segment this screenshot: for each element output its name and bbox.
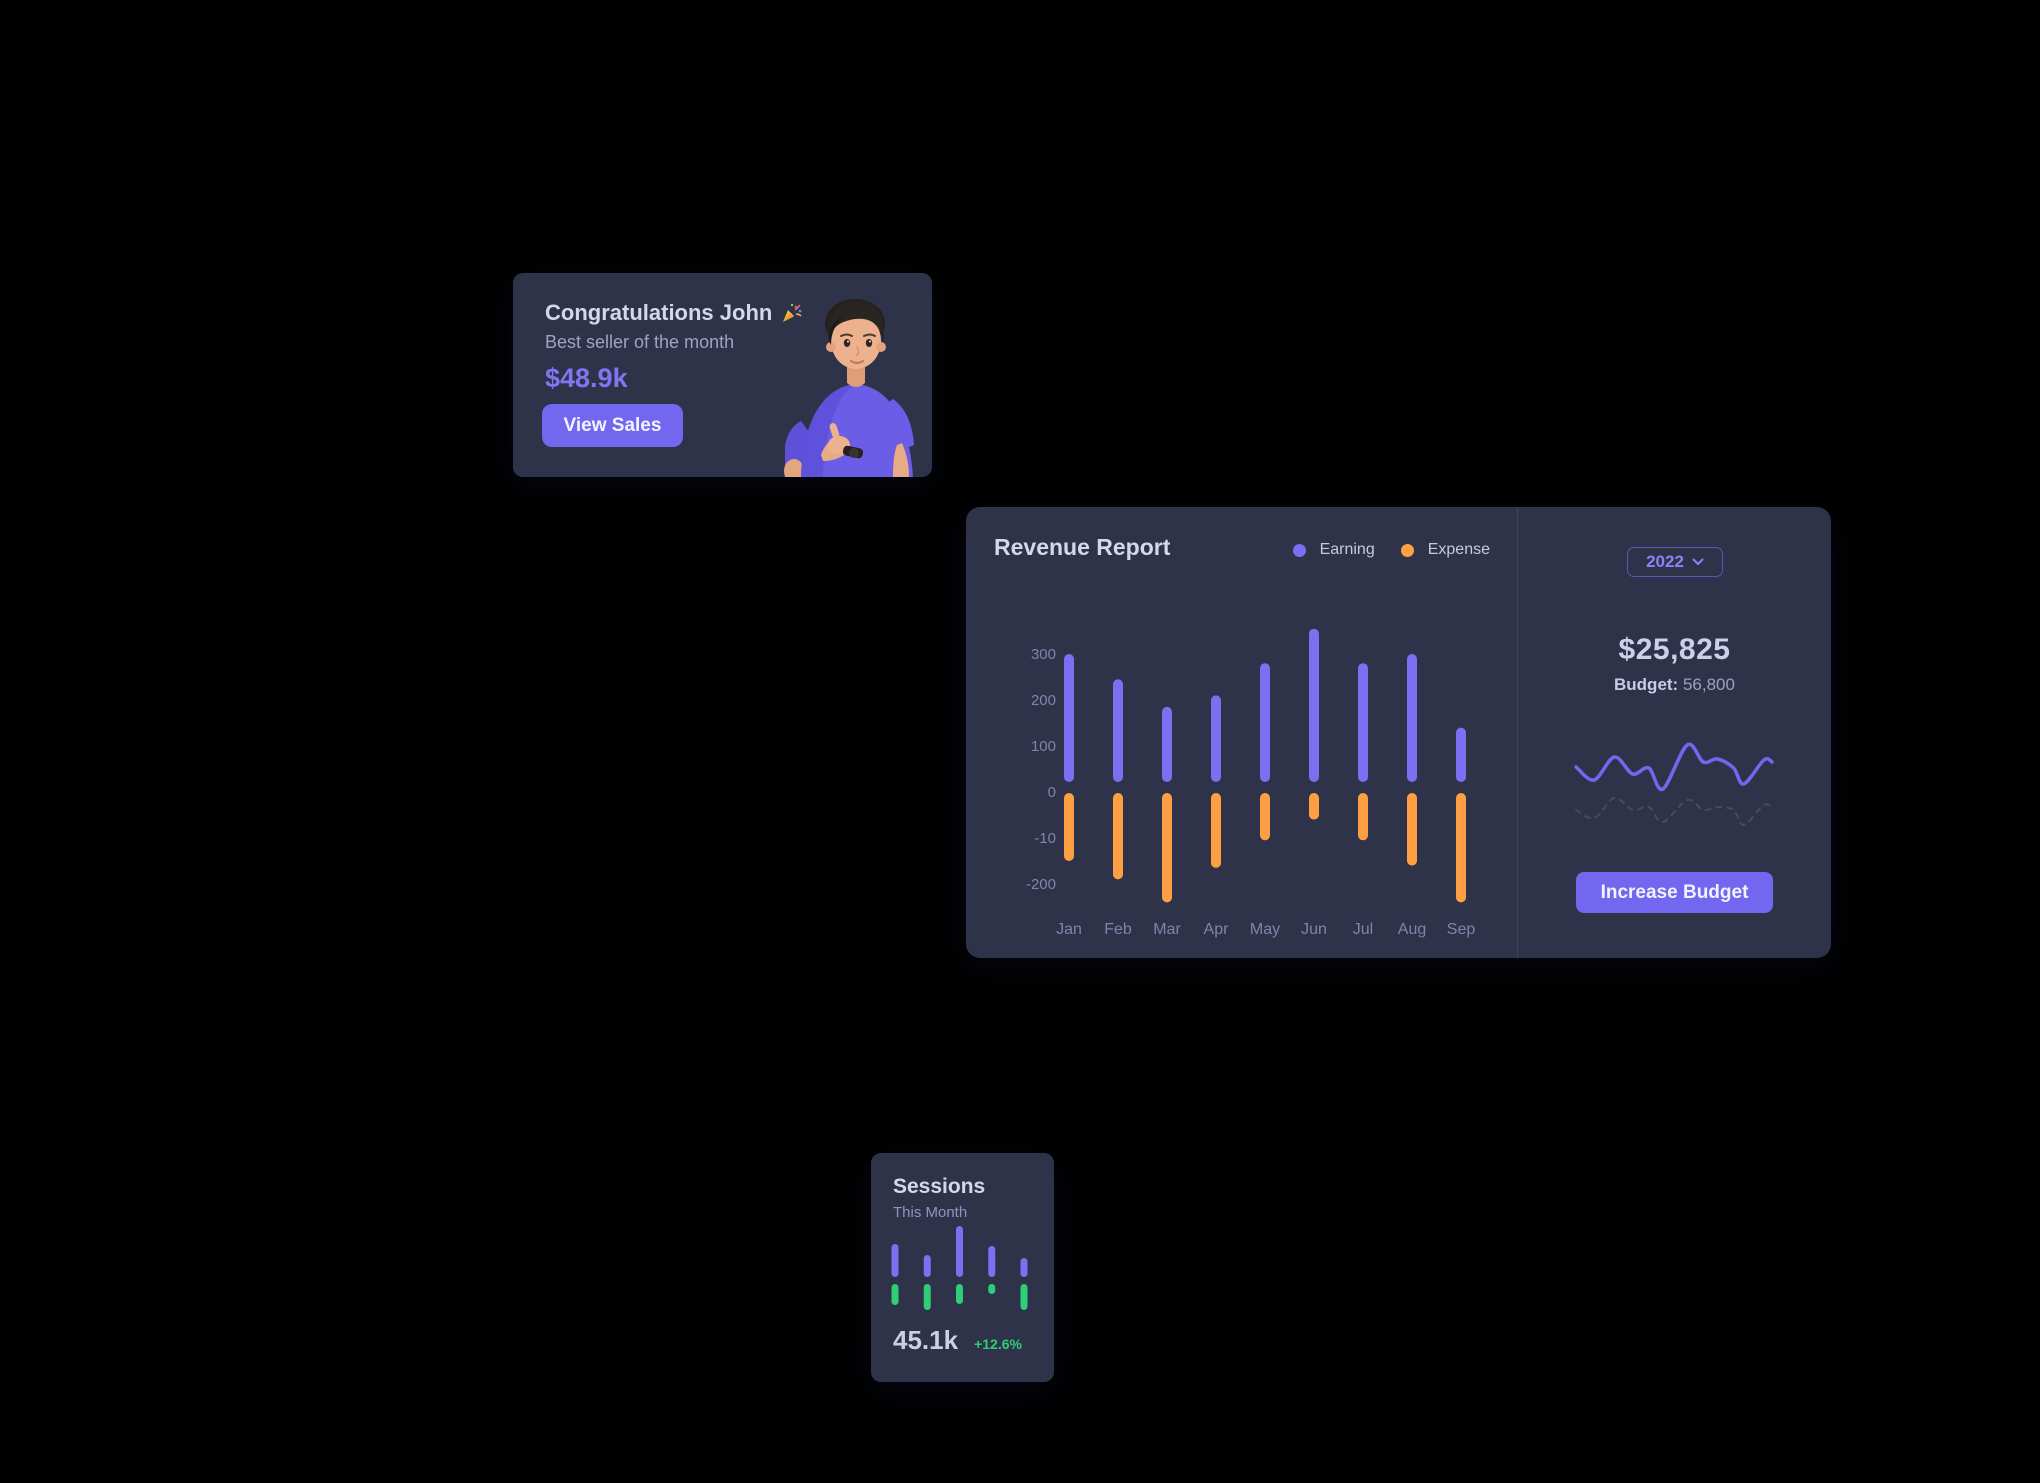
sessions-lower-bar-5	[1020, 1284, 1028, 1310]
x-axis-label-Aug: Aug	[1398, 921, 1426, 938]
sessions-upper-bar-4	[988, 1246, 996, 1277]
revenue-chart-legend: Earning Expense	[1292, 541, 1490, 559]
x-axis-label-Jul: Jul	[1353, 921, 1373, 938]
sessions-value: 45.1k	[893, 1325, 959, 1355]
increase-budget-button[interactable]: Increase Budget	[1576, 872, 1773, 913]
revenue-report-title: Revenue Report	[994, 534, 1171, 560]
year-selector-label: 2022	[1646, 552, 1684, 571]
earning-bar-Feb	[1113, 679, 1123, 782]
earning-legend-dot-icon	[1292, 543, 1306, 557]
revenue-report-card: Revenue Report Earning Expense 300 200 100…	[966, 507, 1831, 958]
x-axis-label-Sep: Sep	[1447, 921, 1476, 938]
expense-bar-Apr	[1211, 793, 1221, 868]
budget-value: 56,800	[1682, 675, 1735, 694]
budget-total-amount: $25,825	[1618, 633, 1731, 666]
sessions-title: Sessions	[893, 1175, 986, 1198]
sessions-delta-badge: +12.6%	[974, 1336, 1022, 1352]
congrats-subtitle: Best seller of the month	[545, 332, 735, 352]
expense-legend-label: Expense	[1427, 541, 1490, 558]
earning-bar-May	[1260, 663, 1270, 782]
view-sales-button[interactable]: View Sales	[542, 404, 683, 447]
congratulations-card: Congratulations John Best seller of the …	[513, 273, 932, 477]
y-axis-tick-label: -200	[1026, 876, 1056, 893]
x-axis-label-Jan: Jan	[1056, 921, 1082, 938]
sessions-value-row: 45.1k +12.6%	[893, 1325, 1022, 1356]
sessions-subtitle: This Month	[893, 1204, 968, 1221]
sessions-upper-bar-3	[956, 1226, 963, 1277]
budget-panel: 2022 $25,825 Budget: 56,800 Increase Bud…	[1518, 507, 1831, 958]
expense-bar-Jul	[1358, 793, 1368, 841]
sessions-upper-bar-2	[923, 1255, 931, 1277]
expense-bar-Sep	[1456, 793, 1466, 903]
expense-bar-May	[1260, 793, 1270, 841]
x-axis-label-May: May	[1250, 921, 1280, 938]
chevron-down-icon	[1692, 558, 1704, 565]
earning-bar-Jun	[1309, 628, 1319, 782]
y-axis-tick-label: 200	[1031, 692, 1056, 709]
revenue-bar-chart: 300 200 100 0 -10 -200 Jan Feb Mar Apr May Jun Jul Au…	[1026, 628, 1476, 938]
earning-bar-Aug	[1407, 654, 1417, 782]
budget-label: Budget:	[1614, 675, 1679, 694]
earning-bar-Sep	[1456, 727, 1466, 782]
congrats-title: Congratulations John	[545, 300, 773, 325]
x-axis-label-Mar: Mar	[1153, 921, 1181, 938]
previous-budget-line	[1575, 796, 1773, 826]
sessions-lower-bar-1	[891, 1284, 899, 1305]
legend-item-expense: Expense	[1400, 541, 1490, 559]
expense-bar-Aug	[1407, 793, 1417, 866]
budget-line: Budget: 56,800	[1518, 675, 1831, 695]
x-axis-label-Apr: Apr	[1204, 921, 1230, 938]
sessions-lower-bar-2	[923, 1284, 931, 1310]
y-axis-tick-label: -10	[1034, 830, 1056, 847]
sessions-lower-bar-3	[956, 1284, 963, 1304]
earning-bar-Jul	[1358, 663, 1368, 782]
congrats-amount: $48.9k	[545, 363, 628, 393]
sessions-mini-chart	[891, 1226, 1028, 1310]
sessions-upper-bar-5	[1020, 1258, 1028, 1277]
year-selector-button[interactable]: 2022	[1627, 547, 1723, 577]
earning-bar-Mar	[1162, 706, 1172, 782]
current-budget-line	[1574, 742, 1774, 792]
congrats-title-row: Congratulations John	[545, 300, 804, 326]
sessions-lower-bar-4	[988, 1284, 996, 1294]
sessions-upper-bar-1	[891, 1244, 899, 1277]
earning-bar-Jan	[1064, 654, 1074, 782]
expense-bar-Jun	[1309, 793, 1319, 820]
legend-item-earning: Earning	[1292, 541, 1375, 559]
party-popper-icon	[783, 303, 802, 322]
earning-bar-Apr	[1211, 695, 1221, 782]
panel-divider	[1517, 507, 1518, 958]
expense-bar-Feb	[1113, 793, 1123, 880]
john-character-illustration	[784, 299, 914, 477]
expense-bar-Jan	[1064, 793, 1074, 861]
expense-legend-dot-icon	[1400, 543, 1414, 557]
y-axis-tick-label: 100	[1031, 738, 1056, 755]
x-axis-label-Jun: Jun	[1301, 921, 1327, 938]
y-axis-tick-label: 300	[1031, 646, 1056, 663]
budget-sparkline-chart	[1574, 742, 1774, 826]
earning-legend-label: Earning	[1319, 541, 1375, 558]
expense-bar-Mar	[1162, 793, 1172, 903]
sessions-card: Sessions This Month 45.1k +12.6%	[871, 1153, 1054, 1382]
x-axis-label-Feb: Feb	[1104, 921, 1132, 938]
y-axis-tick-label: 0	[1048, 784, 1056, 801]
